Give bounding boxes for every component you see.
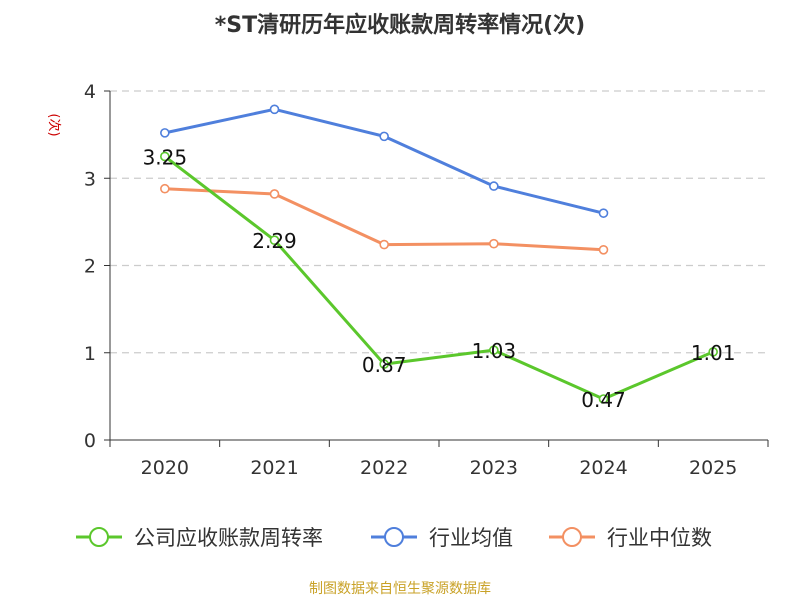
series-line-1	[164, 107, 604, 215]
series-2-point-2021	[269, 189, 280, 199]
y-tick-label-2: 2	[84, 256, 96, 278]
series-0-point-2022	[379, 359, 389, 369]
data-label-2020: 3.25	[143, 145, 188, 169]
series-1-point-2021	[269, 104, 280, 115]
data-label-2022: 0.87	[362, 353, 407, 377]
legend-swatch-marker-0	[89, 527, 109, 547]
series-0-point-2021	[269, 235, 280, 245]
legend-label-1: 行业均值	[429, 526, 513, 550]
series-1-point-2024	[598, 208, 609, 218]
series-1-point-2023	[489, 181, 499, 191]
legend-swatch-marker-1	[384, 527, 404, 547]
series-line-0	[163, 155, 714, 401]
x-tick-label-2025: 2025	[689, 457, 737, 479]
series-1-point-2022	[379, 131, 389, 142]
x-tick-label-2022: 2022	[360, 457, 408, 479]
y-tick-label-0: 0	[84, 430, 96, 452]
series-0-point-2024	[598, 394, 609, 404]
series-1-point-2020	[160, 128, 170, 138]
series-2-point-2023	[489, 238, 499, 249]
data-label-2021: 2.29	[252, 229, 297, 253]
series-0-point-2020	[160, 151, 170, 162]
data-label-layer: 3.25 2.29 0.87 1.03 0.47 1.01	[143, 145, 736, 412]
legend-label-2: 行业中位数	[607, 526, 712, 550]
series-2-point-2020	[160, 183, 170, 194]
chart-title: *ST清研历年应收账款周转率情况(次)	[215, 12, 585, 38]
axis-layer: 0 1 2 3 4 2020 2021 2022 2023 2024 2025	[84, 81, 769, 479]
legend: 公司应收账款周转率 行业均值 行业中位数	[76, 526, 712, 550]
grid-layer	[110, 90, 768, 354]
x-tick-label-2021: 2021	[250, 457, 298, 479]
series-0-point-2023	[489, 345, 499, 355]
x-tick-label-2020: 2020	[141, 457, 189, 479]
x-tick-label-2023: 2023	[470, 457, 518, 479]
series-2-point-2024	[598, 244, 609, 255]
data-label-2024: 0.47	[581, 388, 626, 412]
y-tick-label-1: 1	[84, 343, 96, 365]
series-layer	[160, 104, 718, 404]
legend-swatch-marker-2	[562, 527, 582, 547]
legend-label-0: 公司应收账款周转率	[134, 526, 323, 550]
data-label-2025: 1.01	[691, 341, 736, 365]
y-tick-label-3: 3	[84, 168, 96, 190]
series-2-point-2022	[379, 239, 389, 250]
y-axis-label: (次)	[46, 113, 62, 136]
y-tick-label-4: 4	[84, 81, 96, 103]
series-0-point-2025	[708, 347, 718, 357]
x-tick-label-2024: 2024	[579, 457, 627, 479]
data-label-2023: 1.03	[472, 339, 517, 363]
source-note: 制图数据来自恒生聚源数据库	[309, 581, 491, 597]
